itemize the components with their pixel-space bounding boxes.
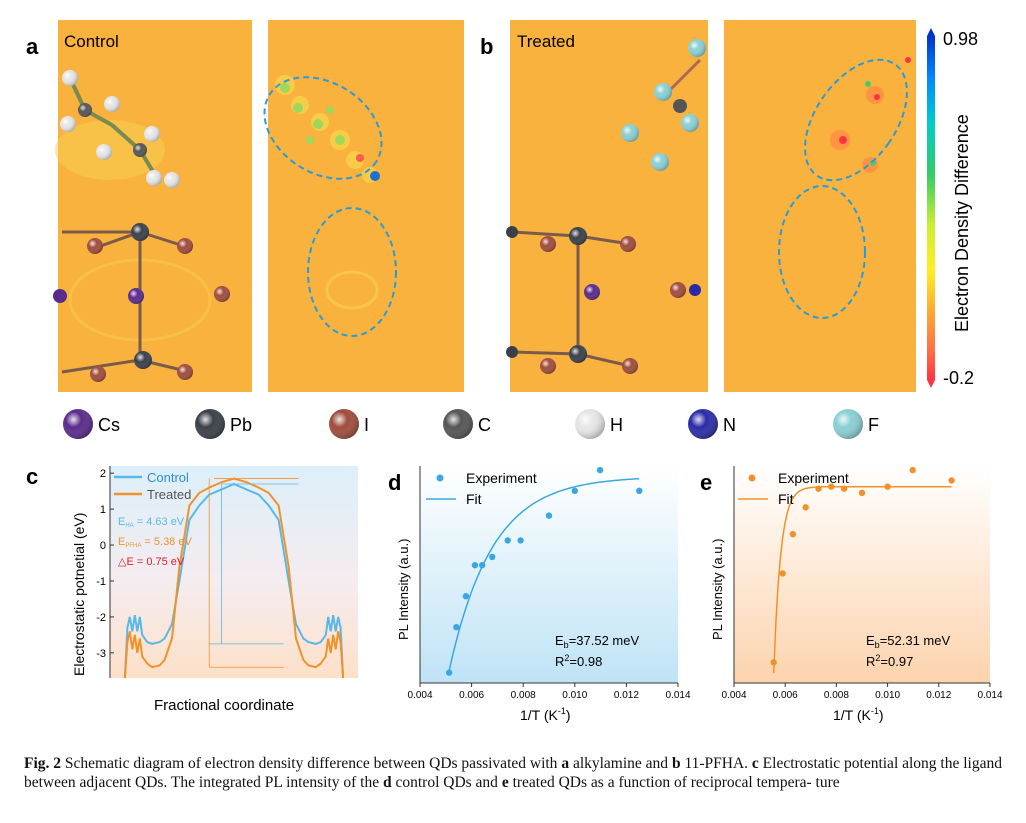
panel-c-legend-treated: Treated [147, 487, 191, 502]
panel-c-ylabel: Electrostatic potnetial (eV) [71, 513, 87, 676]
panel-letter-a: a [26, 34, 39, 59]
panel-e-xtick-label: 0.004 [721, 690, 746, 701]
atom-legend-pb-label: Pb [230, 415, 252, 435]
panel-d-point [596, 466, 604, 474]
panel-d-point [445, 669, 453, 676]
panel-e-chart: 0.004 0.006 0.008 0.010 0.012 0.014 PL Intens… [710, 466, 1003, 723]
panel-letter-b: b [480, 34, 493, 59]
panel-d-point [504, 537, 511, 544]
atom-legend-c-label: C [478, 415, 491, 435]
colorbar: 0.98 -0.2 Electron Density Difference [927, 28, 978, 388]
panel-d-xtick-label: 0.008 [511, 690, 536, 701]
dashed-ellipse-a-top [263, 76, 383, 180]
panel-letter-c: c [26, 464, 38, 489]
panel-d-xtick-label: 0.014 [665, 690, 690, 701]
colorbar-max-label: 0.98 [943, 29, 978, 49]
panel-e-xtick-label: 0.014 [977, 690, 1002, 701]
panel-d-xtick-label: 0.010 [562, 690, 587, 701]
panel-d-xlabel: 1/T (K-1) [520, 706, 571, 723]
dashed-ellipse-a-bottom [307, 207, 397, 337]
panel-a-map-left [53, 20, 252, 392]
colorbar-min-label: -0.2 [943, 368, 974, 388]
panel-d-legend-experiment: Experiment [466, 470, 537, 486]
atom-legend-h-label: H [610, 415, 623, 435]
panel-e-point [858, 489, 866, 497]
panel-e-point [909, 466, 916, 474]
atom-legend-cs-label: Cs [98, 415, 120, 435]
panel-d-point [462, 593, 470, 600]
panel-e-point [779, 570, 786, 577]
panel-b-map-right [724, 20, 916, 392]
panel-d-point [517, 537, 524, 544]
panel-e-point [789, 531, 797, 538]
panel-e-xtick-label: 0.010 [875, 690, 900, 701]
panel-e-ylabel: PL Intensity (a.u.) [710, 539, 725, 640]
panel-d-point [471, 562, 479, 569]
panel-d-point [545, 512, 553, 519]
panel-d-r2: R2=0.98 [555, 653, 602, 669]
panel-c-legend-control: Control [147, 470, 189, 485]
atom-legend-i-label: I [364, 415, 369, 435]
panel-e-xtick-label: 0.008 [824, 690, 849, 701]
panel-d-xtick-label: 0.004 [407, 690, 432, 701]
panel-e-point [884, 483, 891, 490]
panel-c-chart: 2 1 0 -1 -2 -3 Electrostatic potnetial (eV) F… [71, 466, 358, 714]
panel-e-legend-experiment: Experiment [778, 470, 849, 486]
panel-d-eb: Eb=37.52 meV [555, 633, 639, 650]
panel-letter-d: d [388, 470, 401, 495]
panel-c-xlabel: Fractional coordinate [154, 697, 294, 714]
panel-d-fit-line [448, 477, 640, 671]
panel-e-xtick-label: 0.012 [926, 690, 951, 701]
panel-c-legend: Control Treated [114, 470, 191, 502]
panel-c-ytick-label: -2 [96, 612, 106, 624]
panel-e-point [948, 477, 955, 484]
panel-d-point [478, 562, 486, 569]
panel-e-xtick-label: 0.006 [773, 690, 798, 701]
panel-c-ann-eha: EHA = 4.63 eV [118, 516, 185, 529]
panel-e-point [770, 659, 777, 666]
panel-e-xlabel: 1/T (K-1) [833, 706, 884, 723]
panel-d-point [453, 624, 460, 631]
dashed-ellipse-b-top [804, 58, 908, 182]
panel-c-ann-epfha: EPFHA = 5.38 eV [118, 536, 192, 549]
panel-c-ytick-label: 1 [100, 504, 106, 516]
panel-c-ytick-label: 0 [100, 540, 106, 552]
panel-e-point [802, 504, 809, 511]
panel-d-ylabel: PL Intensity (a.u.) [396, 539, 411, 640]
panel-d-point [636, 487, 643, 494]
dashed-ellipse-b-bottom [778, 185, 866, 319]
panel-d-legend: Experiment Fit [426, 470, 537, 507]
panel-b-title: Treated [517, 32, 575, 51]
panel-e-point [828, 483, 835, 490]
panel-e-point [815, 485, 822, 492]
colorbar-title: Electron Density Difference [952, 114, 972, 332]
panel-letter-e: e [700, 470, 712, 495]
panel-b-map-left [506, 20, 708, 392]
panel-c-ytick-label: 2 [100, 468, 106, 480]
panel-e-legend-fit: Fit [778, 491, 794, 507]
atom-legend-n-label: N [723, 415, 736, 435]
atom-legend: Cs Pb I C H N F [63, 409, 879, 439]
panel-e-legend: Experiment Fit [738, 470, 849, 507]
panel-a-map-right [263, 20, 464, 392]
panel-e-fit-line [772, 485, 952, 674]
panel-e-point [840, 485, 848, 492]
panel-d-point [489, 553, 496, 561]
panel-c-ytick-label: -1 [96, 576, 106, 588]
panel-e-r2: R2=0.97 [866, 653, 913, 669]
atom-legend-f-label: F [868, 415, 879, 435]
panel-a-title: Control [64, 32, 119, 51]
panel-c-ytick-label: -3 [96, 648, 106, 660]
panel-e-eb: Eb=52.31 meV [866, 633, 950, 650]
panel-c-ann-de: △E = 0.75 eV [118, 556, 185, 568]
panel-d-point [571, 487, 578, 494]
panel-d-chart: 0.004 0.006 0.008 0.010 0.012 0.014 PL Intens… [396, 466, 691, 723]
panel-d-legend-fit: Fit [466, 491, 482, 507]
panel-d-xtick-label: 0.006 [459, 690, 484, 701]
panel-d-xtick-label: 0.012 [614, 690, 639, 701]
figure-caption: Fig. 2 Schematic diagram of electron den… [24, 755, 1002, 791]
